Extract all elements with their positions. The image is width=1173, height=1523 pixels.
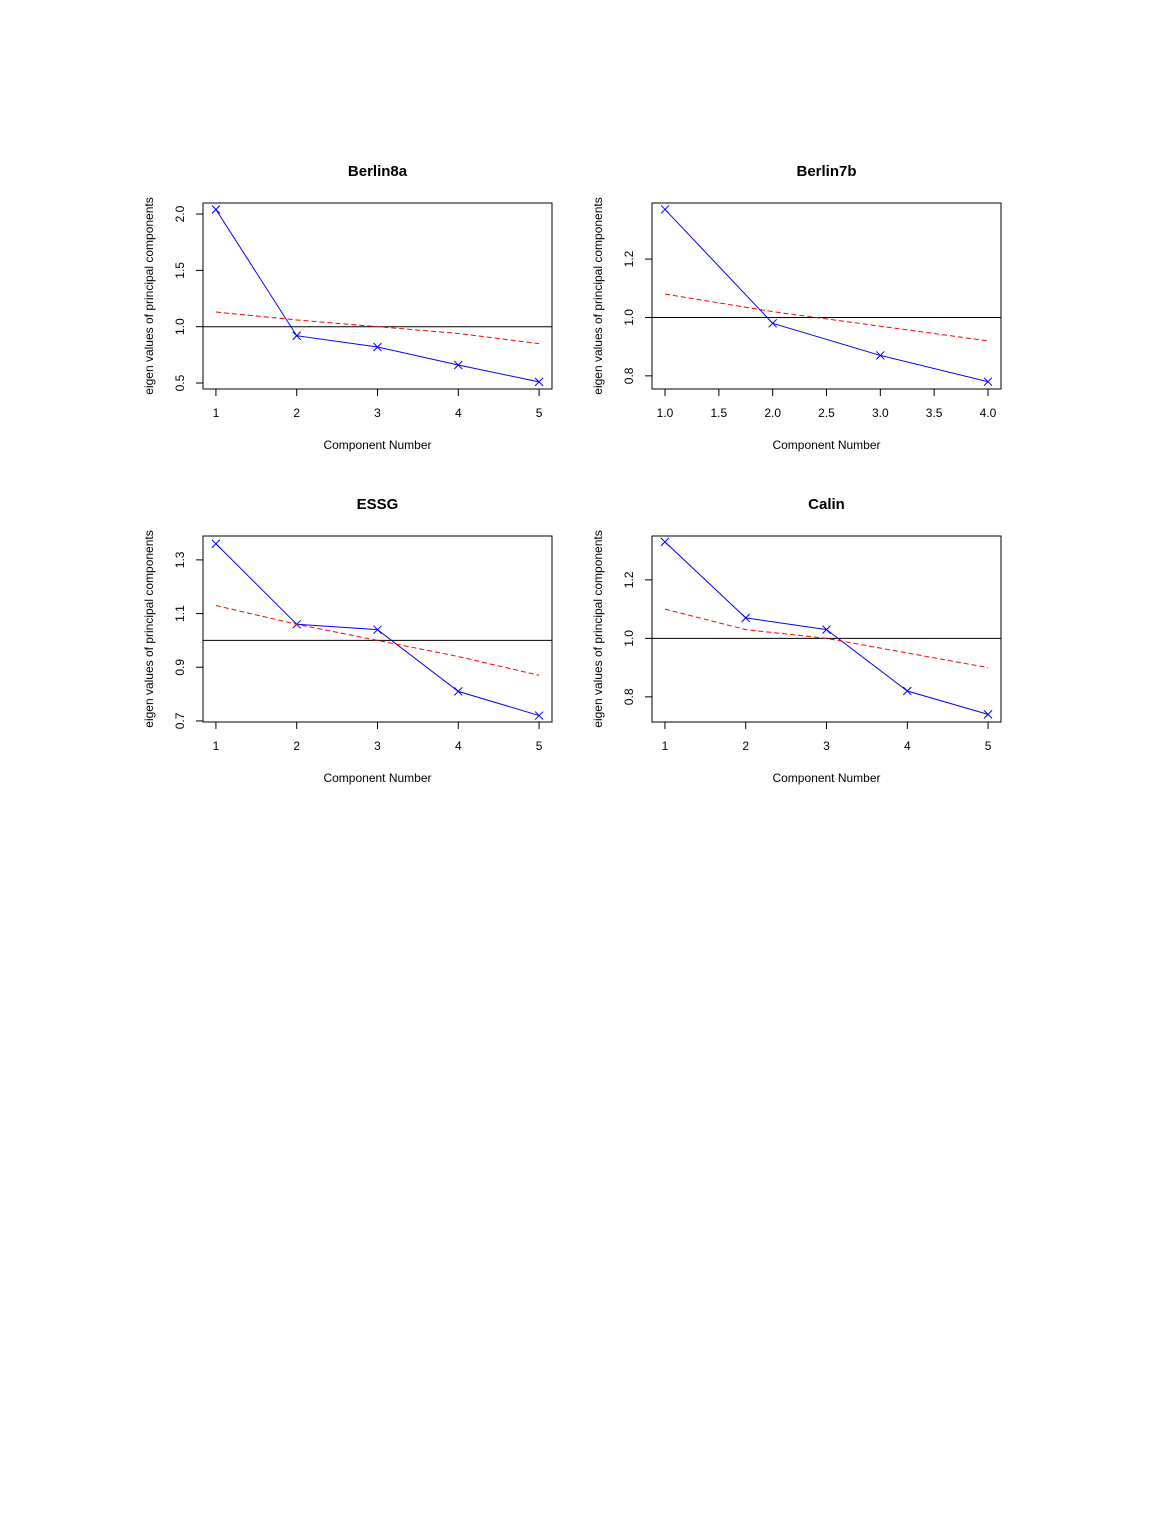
- x-tick-label: 2: [293, 739, 300, 753]
- point-marker: [875, 351, 885, 360]
- y-tick-label: 0.5: [173, 374, 187, 391]
- x-tick-label: 5: [985, 739, 992, 753]
- x-tick-label: 4.0: [980, 406, 997, 420]
- series-line: [664, 293, 989, 342]
- y-tick-label: 1.0: [622, 630, 636, 647]
- x-tick-label: 3.5: [926, 406, 943, 420]
- panel-title: Berlin8a: [348, 163, 408, 180]
- x-tick-label: 5: [536, 406, 543, 420]
- x-tick-label: 1: [662, 739, 669, 753]
- x-tick-label: 1.0: [657, 406, 674, 420]
- x-axis-label: Component Number: [772, 438, 880, 452]
- y-tick-label: 1.0: [622, 309, 636, 326]
- panel: Berlin7b 1.0 1.5 2.0 2.5 3.0 3.5 4.0 0.8 1.0 1.2 Co…: [591, 163, 1002, 452]
- x-tick-label: 1: [213, 406, 220, 420]
- point-marker: [453, 687, 463, 696]
- x-tick-label: 2: [742, 739, 749, 753]
- series-line: [215, 311, 540, 345]
- point-marker: [373, 625, 382, 635]
- x-tick-label: 5: [536, 739, 543, 753]
- y-tick-label: 1.0: [173, 318, 187, 335]
- point-marker: [983, 710, 993, 719]
- y-axis-label: eigen values of principal components: [591, 530, 605, 727]
- panel: Calin 1 2 3 4 5 0.8 1.0 1.2 Component Number eigen…: [591, 496, 1002, 785]
- x-tick-label: 2.0: [764, 406, 781, 420]
- x-tick-label: 4: [904, 739, 911, 753]
- point-marker: [983, 377, 993, 387]
- x-tick-label: 4: [455, 406, 462, 420]
- y-tick-label: 0.7: [173, 712, 187, 729]
- point-marker: [534, 711, 544, 720]
- x-tick-label: 1: [213, 739, 220, 753]
- y-tick-label: 1.1: [173, 605, 187, 622]
- x-axis-label: Component Number: [772, 771, 880, 785]
- point-marker: [822, 625, 831, 634]
- y-axis-label: eigen values of principal components: [142, 530, 156, 727]
- series-line: [215, 605, 540, 676]
- x-tick-label: 3.0: [872, 406, 889, 420]
- point-marker: [534, 377, 544, 387]
- series-line: [664, 541, 989, 715]
- series-line: [215, 209, 540, 383]
- point-marker: [292, 331, 302, 341]
- point-marker: [211, 205, 221, 214]
- x-axis-label: Component Number: [323, 438, 431, 452]
- y-tick-label: 0.9: [173, 659, 187, 676]
- x-tick-label: 3: [823, 739, 830, 753]
- x-tick-label: 4: [455, 739, 462, 753]
- y-tick-label: 1.2: [622, 571, 636, 588]
- plot-frame: [202, 202, 553, 390]
- y-tick-label: 1.5: [173, 262, 187, 279]
- point-marker: [373, 342, 382, 352]
- y-tick-label: 2.0: [173, 205, 187, 222]
- point-marker: [211, 539, 221, 549]
- x-tick-label: 3: [374, 739, 381, 753]
- x-tick-label: 2: [293, 406, 300, 420]
- panel-title: ESSG: [357, 496, 399, 513]
- series-line: [664, 608, 989, 669]
- x-tick-label: 1.5: [711, 406, 728, 420]
- y-tick-label: 1.2: [622, 250, 636, 267]
- x-axis-label: Component Number: [323, 771, 431, 785]
- y-tick-label: 1.3: [173, 551, 187, 568]
- series-line: [664, 209, 989, 383]
- point-marker: [902, 686, 912, 696]
- point-marker: [453, 360, 463, 370]
- panel-title: Berlin7b: [796, 163, 856, 180]
- plot-frame: [651, 202, 1002, 390]
- x-tick-label: 2.5: [818, 406, 835, 420]
- y-axis-label: eigen values of principal components: [591, 197, 605, 394]
- panel: ESSG 1 2 3 4 5 0.7 0.9 1.1 1.3 Component Number eig…: [142, 496, 553, 785]
- panel: Berlin8a 1 2 3 4 5 0.5 1.0 1.5 2.0 Component Numbe…: [142, 163, 553, 452]
- y-tick-label: 0.8: [622, 367, 636, 384]
- y-tick-label: 0.8: [622, 688, 636, 705]
- point-marker: [660, 205, 670, 214]
- point-marker: [660, 537, 670, 547]
- point-marker: [768, 318, 778, 328]
- x-tick-label: 3: [374, 406, 381, 420]
- point-marker: [741, 613, 751, 623]
- y-axis-label: eigen values of principal components: [142, 197, 156, 394]
- panel-title: Calin: [808, 496, 845, 513]
